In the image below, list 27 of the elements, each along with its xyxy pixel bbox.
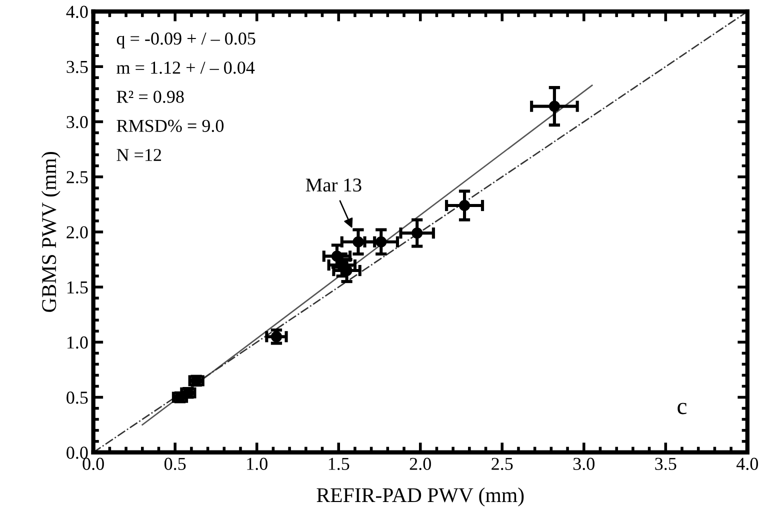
y-tick-label: 3.5	[66, 60, 88, 74]
y-tick-label: 0.0	[66, 446, 88, 459]
y-tick-label: 1.5	[67, 281, 88, 294]
x-tick-label: 4.0	[736, 458, 758, 470]
x-tick-label: 3.0	[573, 458, 594, 470]
annotation: c	[678, 402, 687, 414]
x-tick-label: 3.5	[655, 458, 676, 470]
y-tick-label: 3.0	[66, 116, 88, 128]
annotation: N =12	[116, 148, 162, 161]
y-tick-label: 0.5	[66, 392, 88, 404]
annotation: q = -0.09 + / – 0.05	[116, 32, 256, 48]
y-tick-label: 2.5	[66, 171, 88, 184]
y-tick-label: 2.0	[66, 226, 88, 238]
x-tick-label: 1.5	[328, 458, 350, 470]
annotation: m = 1.12 + / – 0.04	[116, 62, 255, 74]
annotation: RMSD% = 9.0	[116, 120, 224, 132]
y-tick-label: 4.0	[66, 6, 88, 18]
y-tick-label: 1.0	[67, 336, 88, 349]
x-tick-label: 2.0	[410, 458, 431, 470]
annotation: R² = 0.98	[116, 90, 184, 103]
y-axis-title: GBMS PWV (mm)	[41, 152, 60, 312]
x-tick-label: 2.5	[492, 458, 513, 470]
x-tick-label: 0.0	[82, 458, 104, 470]
x-tick-label: 0.5	[164, 458, 186, 470]
annotation: Mar 13	[306, 178, 362, 192]
x-axis-title: REFIR-PAD PWV (mm)	[316, 488, 524, 506]
x-tick-label: 1.0	[247, 458, 268, 470]
